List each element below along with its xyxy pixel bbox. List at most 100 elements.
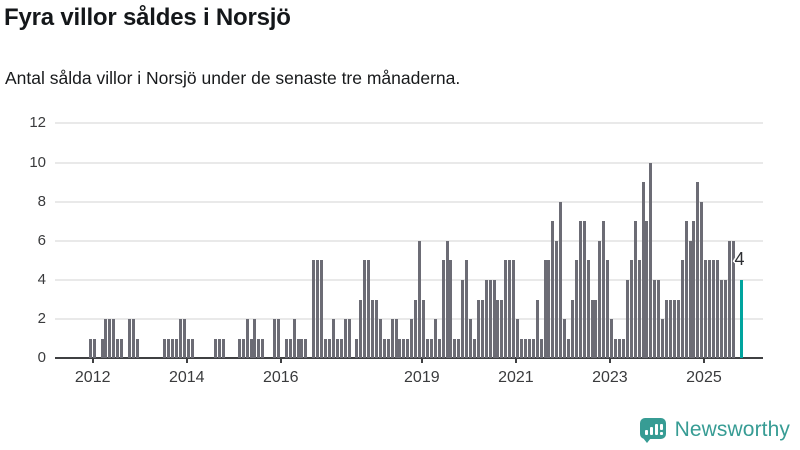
bar [273, 319, 277, 359]
bar [190, 338, 194, 359]
bar [504, 260, 508, 359]
logo-exclamation-bar [659, 424, 663, 430]
newsworthy-logo-text: Newsworthy [674, 418, 790, 441]
gridline-y10 [55, 161, 763, 164]
bar [100, 338, 104, 359]
bar [492, 279, 496, 359]
bar [237, 338, 241, 359]
x-tick-label-2021: 2021 [498, 369, 534, 387]
bar [394, 319, 398, 359]
bar [441, 260, 445, 359]
bar [476, 299, 480, 359]
bar [457, 338, 461, 359]
bar [186, 338, 190, 359]
bar [672, 299, 676, 359]
chart-subtitle: Antal sålda villor i Norsjö under de sen… [5, 68, 461, 88]
bar [594, 299, 598, 359]
bar [570, 299, 574, 359]
bar [218, 338, 222, 359]
bar [610, 319, 614, 359]
x-tick-mark-2012 [91, 358, 94, 364]
bar [406, 338, 410, 359]
bar [343, 319, 347, 359]
bar [668, 299, 672, 359]
bar [719, 279, 723, 359]
logo-minibar-1 [644, 430, 648, 435]
bar [602, 221, 606, 359]
bar [496, 299, 500, 359]
bar [688, 240, 692, 359]
bar [104, 319, 108, 359]
x-tick-label-2016: 2016 [262, 369, 299, 387]
y-tick-label-6: 6 [37, 231, 46, 249]
bar [676, 299, 680, 359]
bar [712, 260, 716, 359]
bar [92, 338, 96, 359]
bar [723, 279, 727, 359]
bar [559, 201, 563, 359]
bar [374, 299, 378, 359]
bar [563, 319, 567, 359]
y-tick-label-12: 12 [29, 114, 46, 132]
bar [182, 319, 186, 359]
bar [324, 338, 327, 359]
bar [288, 338, 292, 359]
bar [296, 338, 300, 359]
bar [657, 279, 661, 359]
bar [637, 260, 641, 359]
newsworthy-logo-icon [639, 418, 666, 443]
bar [363, 260, 367, 359]
bar [88, 338, 92, 359]
bar [253, 319, 257, 359]
bar [535, 299, 539, 359]
bar [316, 260, 320, 359]
y-tick-label-4: 4 [37, 270, 46, 288]
bar [429, 338, 433, 359]
bar [472, 338, 476, 359]
bar [598, 240, 602, 359]
bar [167, 338, 171, 359]
y-tick-label-2: 2 [37, 310, 46, 328]
bar [433, 319, 437, 359]
bar [531, 338, 535, 359]
bar [523, 338, 527, 359]
bar [590, 299, 594, 359]
bar [284, 338, 288, 359]
bar [516, 319, 520, 359]
bar [171, 338, 175, 359]
bar [386, 338, 390, 359]
bar [304, 338, 308, 359]
bar [276, 319, 280, 359]
bar [700, 201, 704, 359]
bar [445, 240, 449, 359]
bar [402, 338, 406, 359]
logo-minibar-3 [654, 424, 658, 435]
bar [120, 338, 124, 359]
bar [312, 260, 316, 359]
bar [704, 260, 708, 359]
bar [347, 319, 351, 359]
bar [633, 221, 637, 359]
bar [500, 299, 504, 359]
bar [214, 338, 218, 359]
bar [578, 221, 582, 359]
bar [488, 279, 492, 359]
bar [621, 338, 625, 359]
bar [508, 260, 512, 359]
bar [449, 260, 453, 359]
bar [249, 338, 253, 359]
bar [339, 338, 343, 359]
bar [292, 319, 296, 359]
bar [539, 338, 543, 359]
bar [425, 338, 429, 359]
bar [453, 338, 457, 359]
plot-area: 0 2 4 6 8 10 12 2012 2014 2016 2019 2021 2023 2025 [29, 114, 763, 387]
bar [543, 260, 547, 359]
bar [178, 319, 182, 359]
bar [410, 319, 414, 359]
bar [684, 221, 688, 359]
bar [574, 260, 578, 359]
bar [465, 260, 469, 359]
highlighted-bar-latest [739, 279, 743, 359]
